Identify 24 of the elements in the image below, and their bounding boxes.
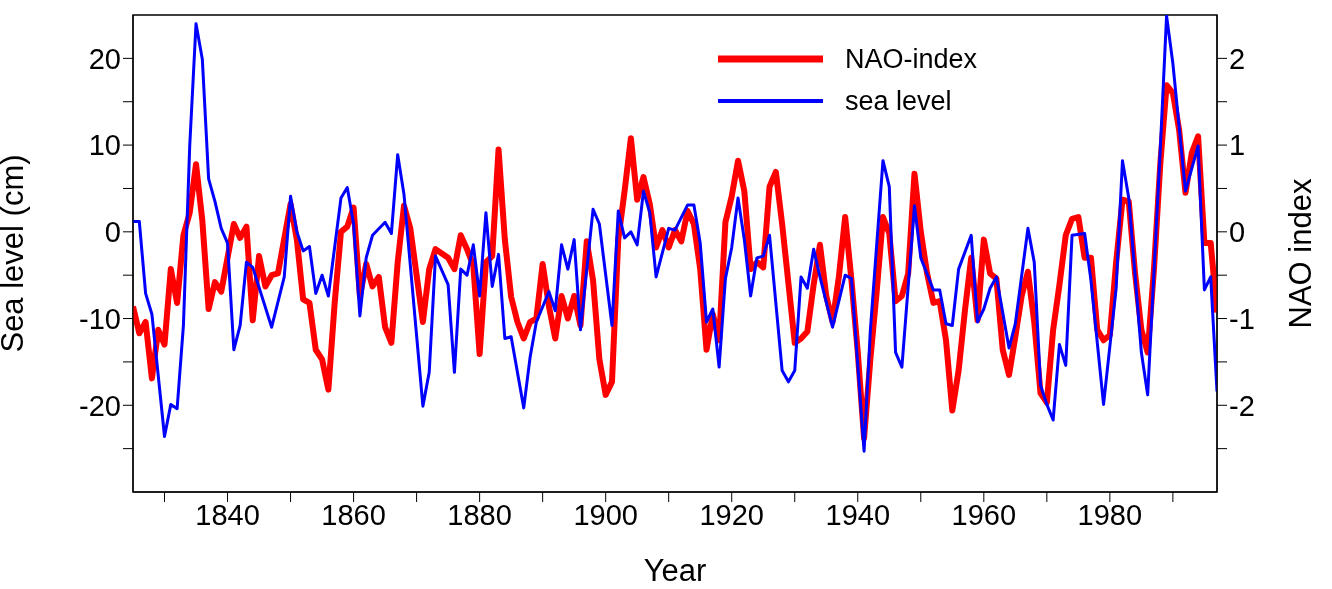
y-tick-label: -20 [79,389,121,422]
y-tick-label: 10 [88,129,121,162]
y2-tick-label: -2 [1229,389,1255,422]
line-series [133,15,1217,453]
x-tick-label: 1980 [1077,498,1143,531]
x-tick-label: 1840 [195,498,260,531]
y2-tick-label: -1 [1229,302,1255,335]
legend-label: NAO-index [844,43,977,75]
x-tick-label: 1860 [321,498,386,531]
x-axis-title: Year [643,553,707,588]
y2-tick-label: 0 [1229,216,1246,249]
y-tick-label: 0 [104,216,121,249]
legend-label: sea level [844,85,952,117]
x-tick-label: 1960 [951,498,1017,531]
y-axis-title: Sea level (cm) [0,154,31,353]
y-tick-label: -10 [79,302,121,335]
y-tick-label: 20 [88,42,121,75]
x-tick-label: 1880 [447,498,512,531]
y2-tick-label: 1 [1229,129,1246,162]
y2-axis-title: NAO index [1283,178,1319,329]
x-tick-label: 1900 [573,498,638,531]
x-tick-label: 1920 [699,498,764,531]
y2-tick-label: 2 [1229,42,1246,75]
x-tick-label: 1940 [825,498,891,531]
